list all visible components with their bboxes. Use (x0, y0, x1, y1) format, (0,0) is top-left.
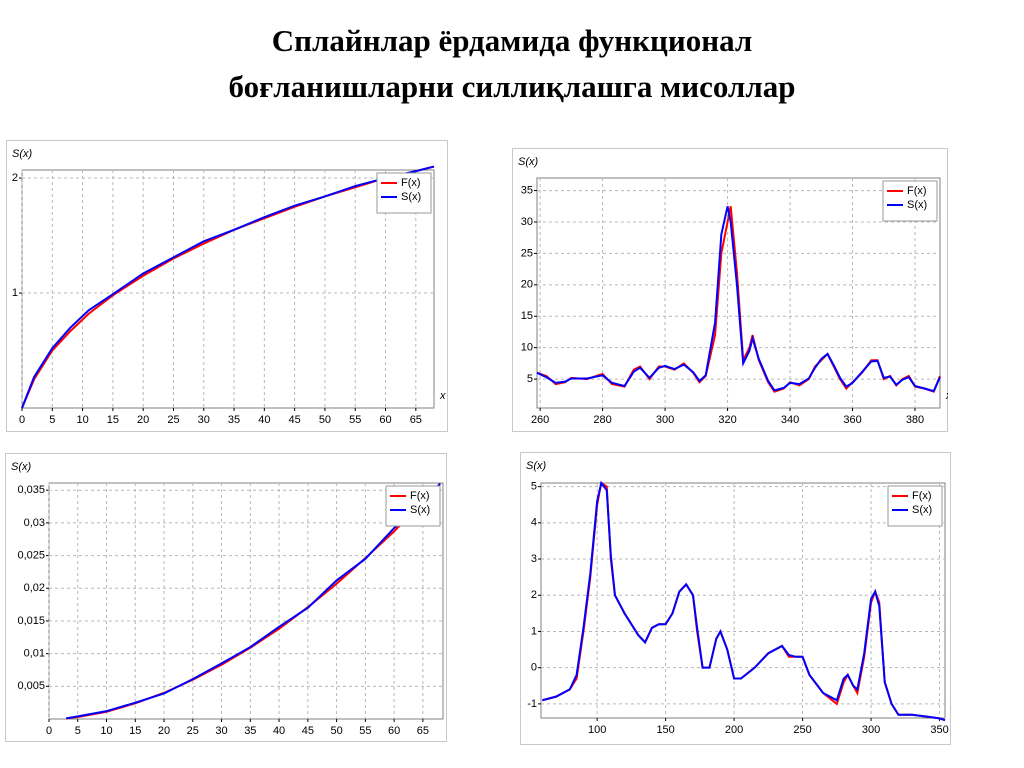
x-tick-label: 100 (588, 724, 606, 736)
chart: 0,005 0,01 0,015 0,02 0,025 0,03 0,035 0 5 10 15 20… (5, 453, 447, 742)
y-axis-label: S(x) (11, 461, 32, 473)
x-tick-label: 260 (531, 414, 549, 426)
x-tick-label: 350 (930, 724, 948, 736)
y-tick-label: 5 (527, 373, 533, 385)
x-tick-label: 0 (19, 414, 25, 426)
legend-box (385, 485, 441, 527)
x-tick-label: 30 (198, 414, 210, 426)
legend-label: S(x) (912, 504, 932, 516)
x-tick-label: 150 (656, 724, 674, 736)
title-line: боғланишларни силлиқлашга мисоллар (228, 69, 796, 104)
x-tick-label: 40 (273, 725, 285, 737)
plot-area (21, 169, 435, 409)
x-axis-label: x (945, 390, 948, 402)
x-tick-label: 35 (228, 414, 240, 426)
chart: 120 5 10 15 20 25 30 35 40 45 50 55 60 65S(x)xF(x)S(x… (6, 140, 448, 432)
x-tick-label: 280 (593, 414, 611, 426)
x-tick-label: 300 (862, 724, 880, 736)
x-tick-label: 25 (187, 725, 199, 737)
y-tick-label: 2 (531, 589, 537, 601)
series-line (542, 480, 946, 722)
y-axis-label: S(x) (518, 156, 539, 168)
y-tick-label: -1 (527, 698, 537, 710)
chart: -1 0 1 2 3 4 5 100 150 200 250 300 350 S(x) x F(x) S(x) (520, 452, 951, 745)
x-tick-label: 65 (410, 414, 422, 426)
legend-label: F(x) (410, 490, 430, 502)
x-tick-label: 20 (158, 725, 170, 737)
legend-label: F(x) (912, 490, 932, 502)
y-tick-label: 10 (521, 342, 533, 354)
x-tick-label: 10 (100, 725, 112, 737)
x-axis-label: x (439, 390, 446, 402)
x-tick-label: 50 (319, 414, 331, 426)
y-tick-label: 1 (12, 287, 18, 299)
x-tick-label: 55 (359, 725, 371, 737)
legend-label: F(x) (907, 185, 927, 197)
x-tick-label: 45 (302, 725, 314, 737)
y-axis-label: S(x) (526, 460, 547, 472)
y-tick-label: 5 (531, 481, 537, 493)
x-tick-label: 40 (258, 414, 270, 426)
y-tick-label: 0,01 (24, 648, 45, 660)
legend-label: F(x) (401, 177, 421, 189)
x-tick-label: 0 (46, 725, 52, 737)
x-tick-label: 35 (244, 725, 256, 737)
series-line (536, 206, 941, 393)
x-tick-label: 380 (906, 414, 924, 426)
x-tick-label: 60 (388, 725, 400, 737)
chart: 5 10 15 20 25 30 35 260 280 300 320 340 360 380 S(x) x F… (512, 148, 948, 432)
x-tick-label: 5 (75, 725, 81, 737)
y-tick-label: 3 (531, 553, 537, 565)
y-tick-label: 0,03 (24, 517, 45, 529)
y-tick-label: 0,02 (24, 582, 45, 594)
y-tick-label: 1 (531, 625, 537, 637)
x-tick-label: 20 (137, 414, 149, 426)
y-tick-label: 0 (531, 662, 537, 674)
y-tick-label: 20 (521, 279, 533, 291)
slide-title: Сплайнлар ёрдамида функционал боғланишла… (0, 18, 1024, 110)
legend-box (376, 172, 432, 214)
y-tick-label: 0,015 (17, 615, 45, 627)
legend-label: S(x) (907, 199, 927, 211)
plot-area (48, 482, 444, 720)
x-tick-label: 250 (793, 724, 811, 736)
y-tick-label: 2 (12, 172, 18, 184)
legend-label: S(x) (401, 191, 421, 203)
legend-box (882, 180, 938, 222)
x-tick-label: 65 (417, 725, 429, 737)
series-line (21, 165, 435, 409)
x-tick-label: 50 (330, 725, 342, 737)
y-tick-label: 0,025 (17, 549, 45, 561)
x-tick-label: 340 (781, 414, 799, 426)
x-tick-label: 25 (167, 414, 179, 426)
x-tick-label: 10 (76, 414, 88, 426)
x-tick-label: 320 (718, 414, 736, 426)
series-line (66, 482, 441, 720)
x-tick-label: 200 (725, 724, 743, 736)
x-axis-label: x (950, 700, 951, 712)
y-tick-label: 25 (521, 247, 533, 259)
x-tick-label: 300 (656, 414, 674, 426)
y-axis-label: S(x) (12, 148, 33, 160)
y-tick-label: 0,005 (17, 680, 45, 692)
y-tick-label: 4 (531, 517, 537, 529)
x-tick-label: 360 (843, 414, 861, 426)
y-tick-label: 15 (521, 310, 533, 322)
y-tick-label: 30 (521, 216, 533, 228)
title-line: Сплайнлар ёрдамида функционал (271, 23, 753, 58)
x-tick-label: 15 (107, 414, 119, 426)
legend-label: S(x) (410, 504, 430, 516)
y-tick-label: 0,035 (17, 484, 45, 496)
x-tick-label: 60 (379, 414, 391, 426)
x-tick-label: 15 (129, 725, 141, 737)
x-tick-label: 5 (49, 414, 55, 426)
y-tick-label: 35 (521, 184, 533, 196)
x-tick-label: 55 (349, 414, 361, 426)
x-tick-label: 45 (289, 414, 301, 426)
x-tick-label: 30 (215, 725, 227, 737)
legend-box (887, 485, 943, 527)
